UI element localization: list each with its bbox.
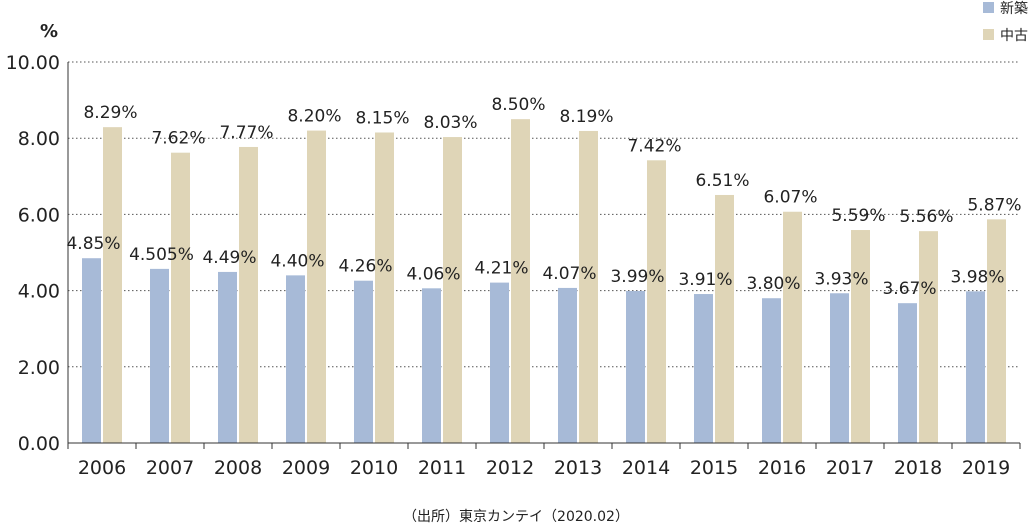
bar-chuko [375,132,394,444]
x-tick-label: 2014 [622,457,670,479]
bar-chuko [851,230,870,443]
x-tick-label: 2012 [486,457,534,479]
data-label-shinchiku: 4.49% [202,248,256,268]
data-label-chuko: 8.20% [287,107,341,127]
x-tick-label: 2008 [214,457,262,479]
data-label-chuko: 8.50% [491,95,545,115]
y-tick-label: 2.00 [18,357,60,379]
data-labels-group: 4.85% 8.29% 4.505% 7.62% 4.49% 7.77% 4.40% 8.20… [66,95,1021,299]
bar-shinchiku [966,291,985,443]
data-label-chuko: 8.29% [83,103,137,123]
data-label-shinchiku: 3.93% [814,269,868,289]
source-note: （出所）東京カンテイ（2020.02） [403,509,629,525]
data-label-shinchiku: 3.67% [882,279,936,299]
axes-group: 0.00 2.00 4.00 6.00 8.00 10.00 2006 2007 2008 200… [6,52,1021,479]
bar-shinchiku [558,287,577,443]
data-label-shinchiku: 4.85% [66,234,120,254]
data-label-chuko: 7.42% [627,136,681,156]
y-tick-label: 0.00 [18,433,60,455]
bar-chuko [307,130,326,443]
bar-shinchiku [150,268,169,443]
y-axis-label: % [40,21,58,42]
bar-shinchiku [762,298,781,443]
bar-chuko [239,146,258,443]
legend-swatch [983,2,994,13]
bar-chuko [919,231,938,443]
bar-chuko [987,219,1006,443]
x-tick-label: 2016 [758,457,806,479]
x-tick-label: 2010 [350,457,398,479]
data-label-shinchiku: 3.98% [950,267,1004,287]
data-label-shinchiku: 4.21% [474,259,528,279]
data-label-chuko: 7.77% [219,123,273,143]
data-label-shinchiku: 4.07% [542,264,596,284]
x-tick-label: 2017 [826,457,874,479]
x-tick-label: 2006 [78,457,126,479]
bar-chuko [715,194,734,443]
data-label-shinchiku: 3.80% [746,274,800,294]
bar-shinchiku [422,288,441,443]
x-tick-label: 2011 [418,457,466,479]
data-label-chuko: 8.19% [559,107,613,127]
bar-shinchiku [694,294,713,443]
bars-group [82,119,1006,444]
bar-shinchiku [354,280,373,443]
x-tick-label: 2009 [282,457,330,479]
data-label-chuko: 8.03% [423,113,477,133]
bar-chuko [171,152,190,444]
legend-label: 中古 [1000,28,1028,44]
bar-chuko [443,137,462,443]
data-label-shinchiku: 4.06% [406,264,460,284]
x-tick-label: 2018 [894,457,942,479]
y-tick-label: 6.00 [18,204,60,226]
data-label-shinchiku: 4.40% [270,251,324,271]
x-tick-label: 2019 [962,457,1010,479]
bar-chuko [103,127,122,443]
bar-shinchiku [218,271,237,443]
bar-chuko [511,119,530,444]
data-label-shinchiku: 4.505% [129,245,194,265]
bar-shinchiku [626,290,645,443]
data-label-chuko: 6.07% [763,188,817,208]
bar-chuko [783,211,802,443]
bar-shinchiku [830,293,849,443]
data-label-shinchiku: 3.91% [678,270,732,290]
bar-shinchiku [490,282,509,443]
legend-swatch [983,29,994,40]
data-label-chuko: 5.59% [831,206,885,226]
data-label-chuko: 7.62% [151,129,205,149]
y-tick-label: 8.00 [18,128,60,150]
data-label-chuko: 6.51% [695,171,749,191]
data-label-chuko: 8.15% [355,108,409,128]
bar-shinchiku [286,275,305,443]
y-tick-label: 10.00 [6,52,60,74]
bar-chuko [579,130,598,443]
x-tick-label: 2015 [690,457,738,479]
data-label-chuko: 5.87% [967,195,1021,215]
legend-label: 新築 [1000,1,1028,17]
bar-shinchiku [898,303,917,443]
y-tick-label: 4.00 [18,281,60,303]
x-tick-label: 2007 [146,457,194,479]
bar-shinchiku [82,258,101,443]
data-label-chuko: 5.56% [899,207,953,227]
bar-chuko [647,160,666,443]
data-label-shinchiku: 3.99% [610,267,664,287]
data-label-shinchiku: 4.26% [338,257,392,277]
x-tick-label: 2013 [554,457,602,479]
